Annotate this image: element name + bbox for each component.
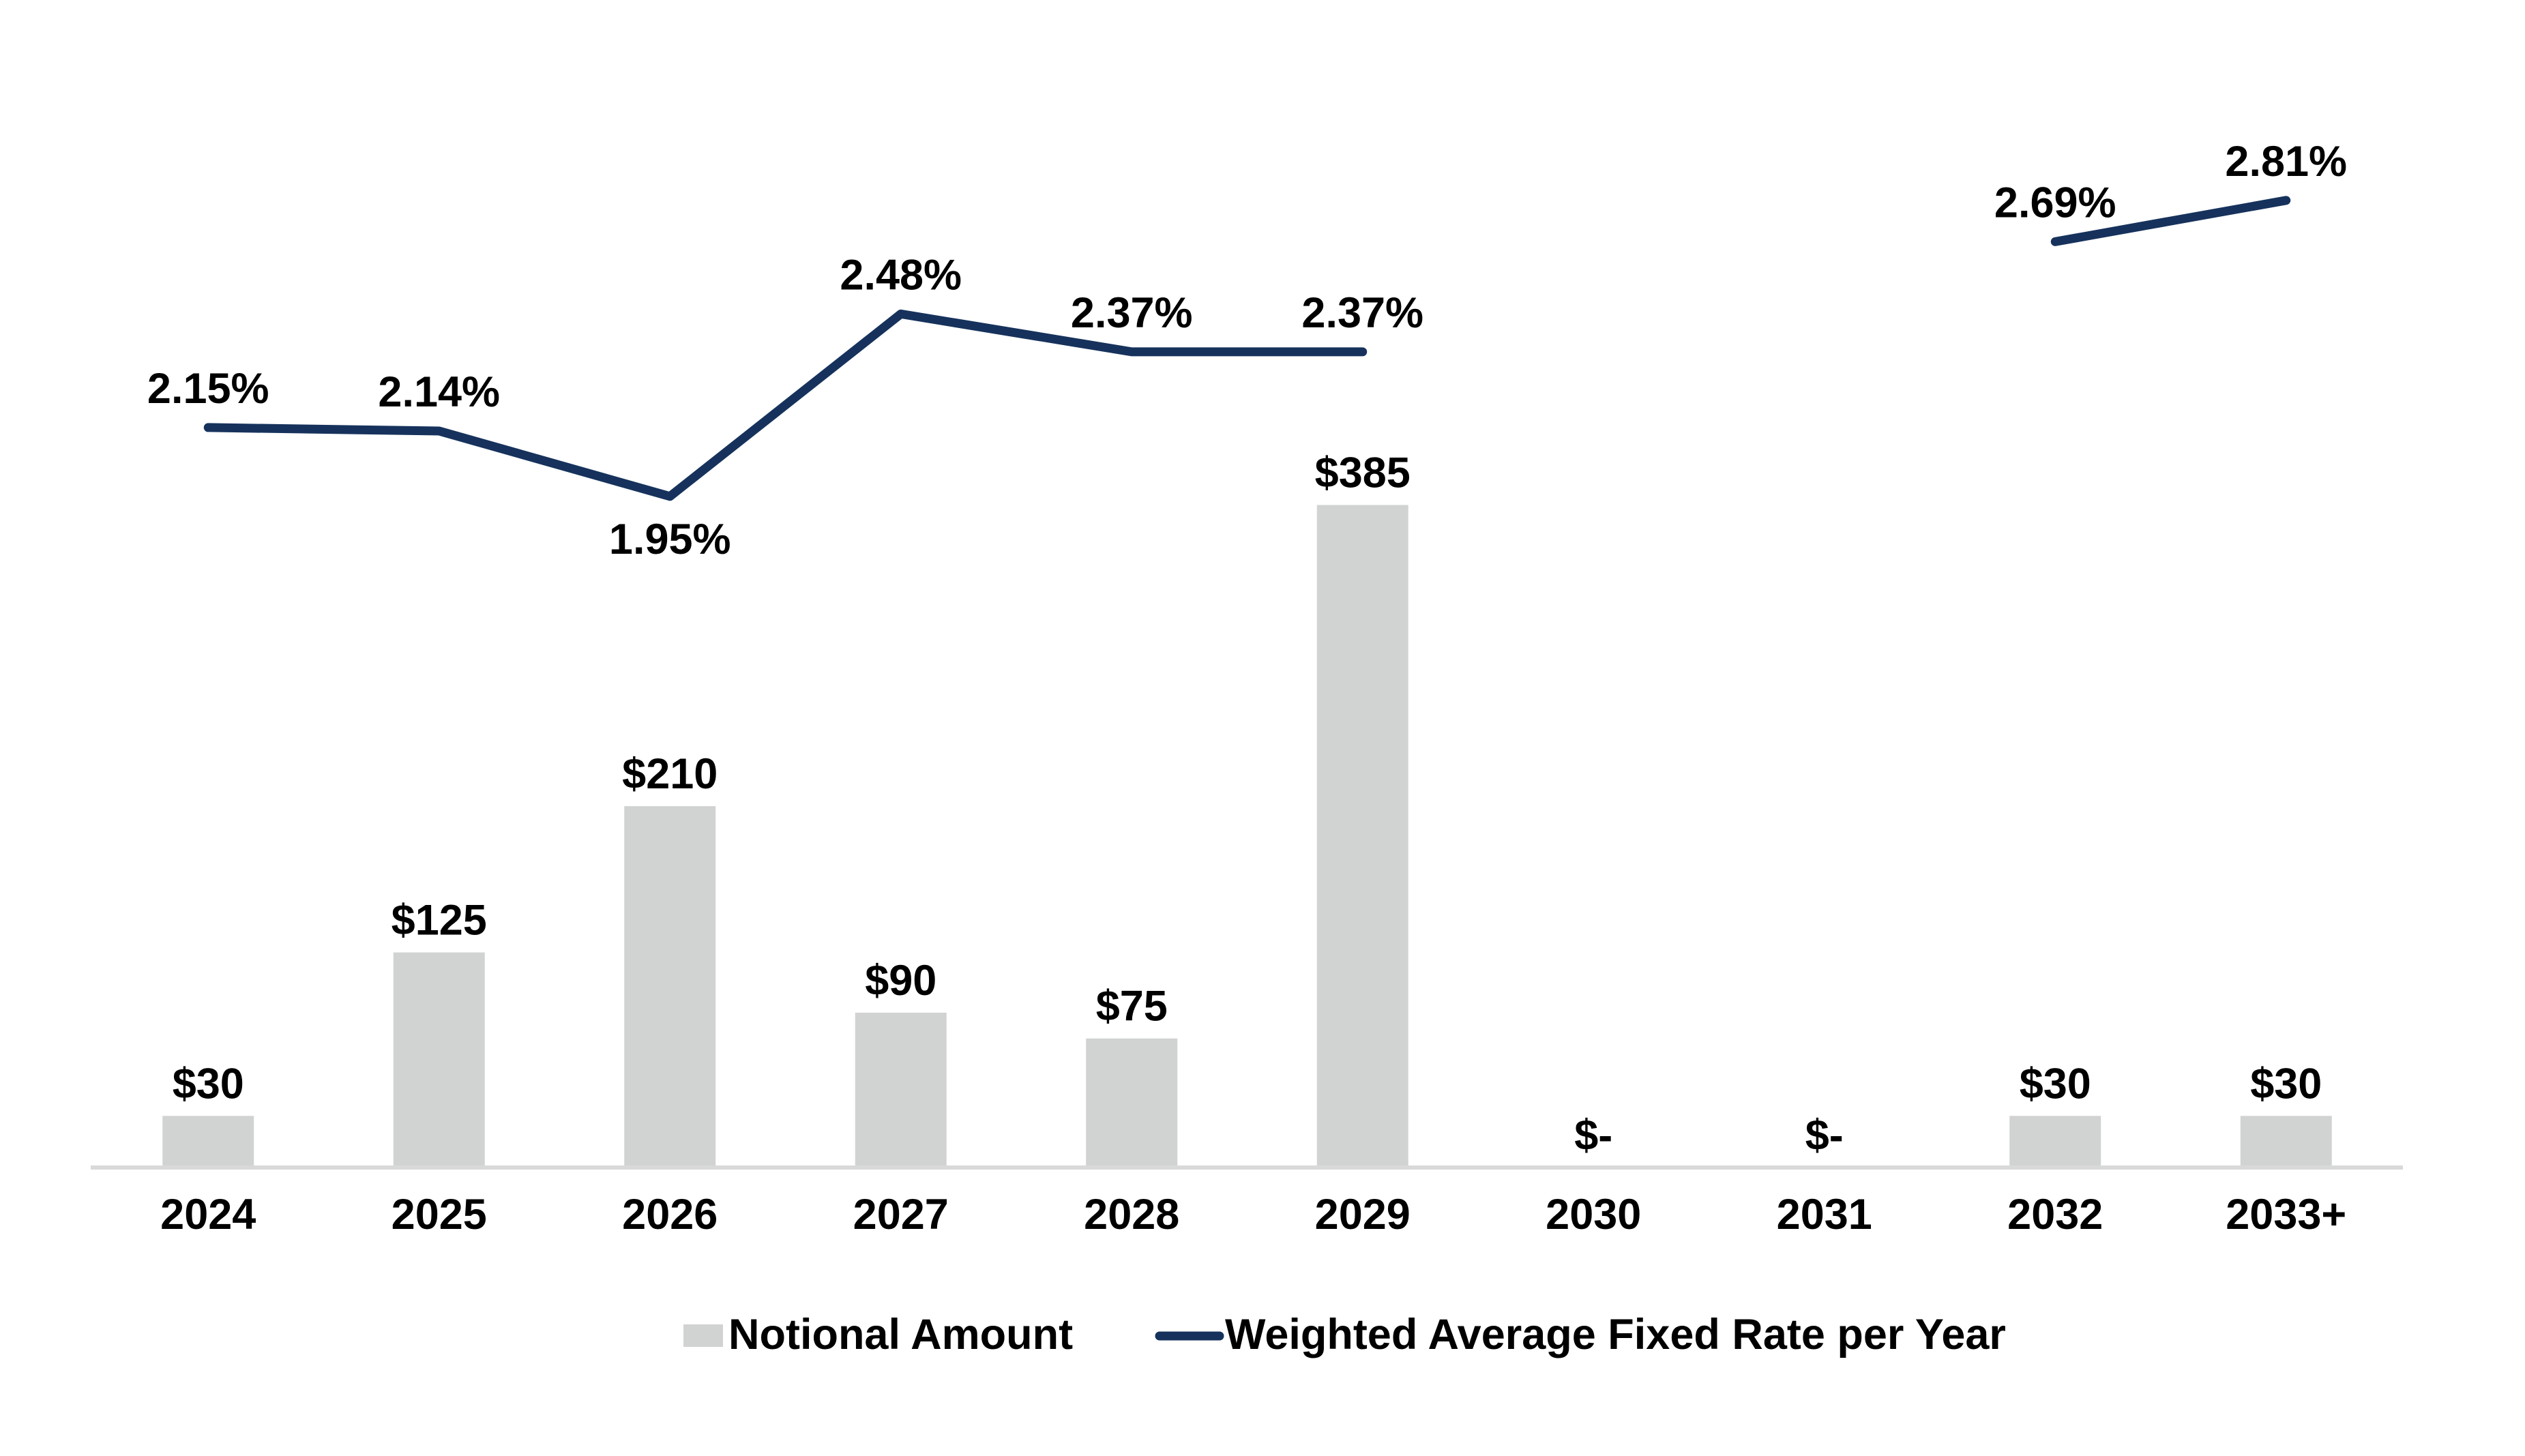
x-tick-2025: 2025	[392, 1191, 487, 1238]
bar-label-2033+: $30	[2250, 1060, 2322, 1108]
x-tick-2033+: 2033+	[2226, 1191, 2346, 1238]
bar-label-2028: $75	[1096, 983, 1168, 1030]
bar-2033+[interactable]	[2240, 1116, 2332, 1168]
rate-label-2025: 2.14%	[378, 368, 500, 416]
x-tick-2026: 2026	[622, 1191, 718, 1238]
legend-label-weighted-average: Weighted Average Fixed Rate per Year	[1225, 1311, 2006, 1358]
bar-2027[interactable]	[855, 1012, 947, 1168]
rate-label-2026: 1.95%	[609, 516, 731, 563]
rate-label-2032: 2.69%	[1994, 179, 2116, 226]
bar-label-2030: $-	[1574, 1112, 1612, 1159]
bar-label-2024: $30	[173, 1060, 244, 1108]
bar-2028[interactable]	[1086, 1038, 1178, 1168]
x-tick-2024: 2024	[160, 1191, 256, 1238]
x-tick-2030: 2030	[1546, 1191, 1641, 1238]
legend-label-notional-amount: Notional Amount	[728, 1311, 1073, 1358]
bar-label-2025: $125	[392, 897, 487, 945]
bar-2026[interactable]	[624, 806, 716, 1168]
bar-label-2026: $210	[622, 750, 718, 798]
line-value-labels: 2.15% 2.14% 1.95% 2.48% 2.37% 2.37% 2.69% 2.81%	[147, 138, 2347, 563]
bar-label-2032: $30	[2020, 1060, 2091, 1108]
legend-swatch-notional-amount[interactable]	[683, 1324, 723, 1347]
legend: Notional Amount Weighted Average Fixed R…	[683, 1311, 2006, 1358]
bar-label-2029: $385	[1315, 449, 1411, 496]
bar-2024[interactable]	[162, 1116, 254, 1168]
rate-label-2028: 2.37%	[1071, 289, 1193, 337]
weighted-average-rate-line[interactable]	[203, 309, 1368, 501]
bar-label-2027: $90	[865, 957, 936, 1005]
bar-2029[interactable]	[1316, 505, 1408, 1168]
bar-2025[interactable]	[393, 952, 485, 1168]
x-tick-2028: 2028	[1084, 1191, 1179, 1238]
bar-series	[162, 505, 2332, 1168]
x-tick-2031: 2031	[1777, 1191, 1872, 1238]
bar-2032[interactable]	[2009, 1116, 2101, 1168]
x-tick-2032: 2032	[2007, 1191, 2103, 1238]
weighted-average-rate-line[interactable]	[2050, 196, 2291, 246]
rate-label-2027: 2.48%	[840, 251, 962, 299]
rate-label-2024: 2.15%	[147, 365, 269, 413]
bar-label-2031: $-	[1805, 1112, 1844, 1159]
line-series	[203, 196, 2291, 501]
x-axis-tick-labels: 2024 2025 2026 2027 2028 2029 2030 2031 2032 2033…	[160, 1191, 2346, 1238]
x-tick-2027: 2027	[853, 1191, 949, 1238]
x-tick-2029: 2029	[1315, 1191, 1411, 1238]
bar-value-labels: $30 $125 $210 $90 $75 $385 $- $- $30 $30	[173, 449, 2322, 1159]
rate-label-2029: 2.37%	[1301, 289, 1423, 337]
rate-label-2033+: 2.81%	[2225, 138, 2347, 185]
